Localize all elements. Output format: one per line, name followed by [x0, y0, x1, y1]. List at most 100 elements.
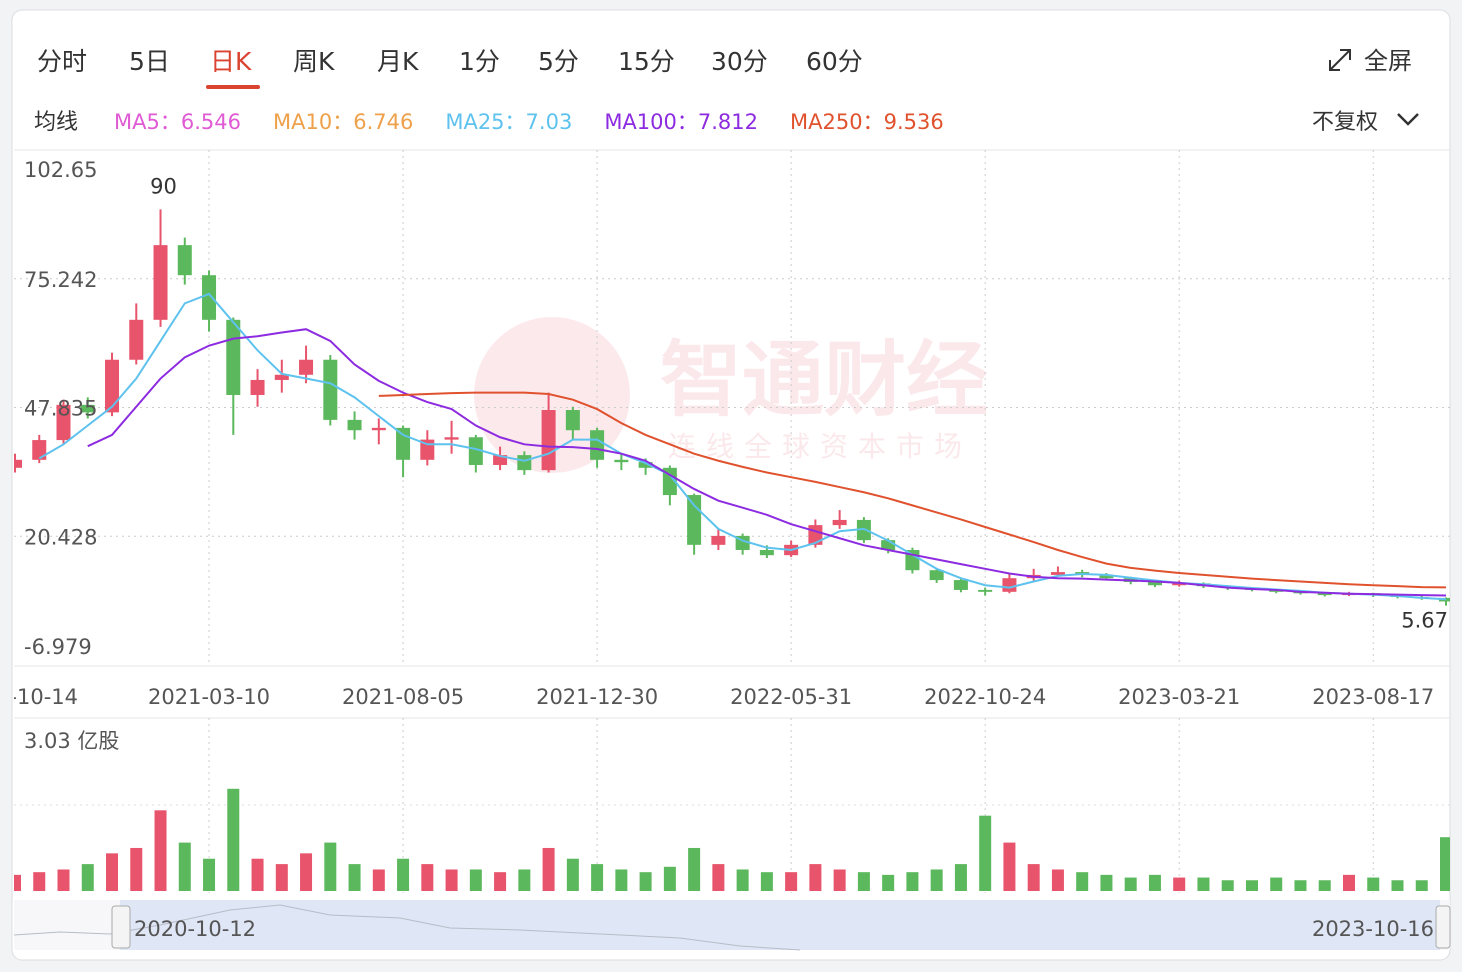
volume-bar — [106, 853, 119, 891]
ma-line — [378, 391, 1447, 589]
x-tick-label: 2021-12-30 — [536, 685, 658, 709]
candle-body — [105, 359, 120, 413]
legend-name: MA250： — [790, 110, 884, 134]
candle-body — [881, 540, 896, 551]
volume-bar — [712, 864, 725, 891]
tab[interactable]: 分时 — [37, 47, 87, 76]
ma-label: 均线 — [34, 110, 78, 135]
max-label: 90 — [150, 174, 177, 198]
volume-bar — [1148, 874, 1161, 891]
candle-body — [1317, 593, 1332, 596]
volume-bar — [1415, 880, 1428, 891]
tab[interactable]: 5日 — [129, 47, 170, 76]
candle-body — [565, 410, 580, 431]
candle-body — [347, 419, 362, 431]
candle-body — [177, 245, 192, 276]
volume-bar — [130, 847, 143, 891]
volume-bar — [1294, 880, 1307, 891]
volume-bar — [178, 842, 191, 891]
volume-bar — [760, 872, 773, 891]
y-tick-label: 75.242 — [24, 268, 97, 292]
candle-body — [517, 455, 532, 471]
volume-bar — [1051, 869, 1064, 891]
navigator-start: 2020-10-12 — [134, 917, 256, 941]
tab[interactable]: 1分 — [459, 47, 500, 76]
candle-body — [14, 459, 22, 468]
volume-bar — [324, 842, 337, 891]
candle-body — [1002, 578, 1017, 592]
watermark-subtitle: 连线全球资本市场 — [668, 430, 972, 463]
navigator-handle[interactable] — [1435, 905, 1451, 949]
legend-name: MA100： — [604, 110, 698, 134]
candle-body — [153, 245, 168, 320]
volume-bar — [203, 858, 216, 891]
navigator-handle[interactable] — [111, 905, 131, 949]
volume-bar — [954, 864, 967, 891]
candle-body — [953, 580, 968, 590]
volume-bar — [639, 872, 652, 891]
tab[interactable]: 30分 — [711, 47, 768, 76]
volume-bar — [33, 872, 46, 891]
volume-bar — [1173, 877, 1186, 891]
volume-bar — [615, 869, 628, 891]
volume-bar — [882, 874, 895, 891]
volume-bar — [227, 788, 240, 891]
legend-name: MA10： — [273, 110, 353, 134]
tab[interactable]: 周K — [293, 47, 335, 76]
volume-bar — [1027, 864, 1040, 891]
tab[interactable]: 15分 — [618, 47, 675, 76]
candle-body — [638, 462, 653, 468]
volume-bar — [979, 815, 992, 891]
y-tick-label: 47.835 — [24, 397, 97, 421]
volume-bar — [1100, 874, 1113, 891]
candle-body — [1099, 574, 1114, 579]
volume-bar — [348, 864, 361, 891]
x-tick-label: 2023-08-17 — [1312, 685, 1434, 709]
x-tick-label: 2021-08-05 — [342, 685, 464, 709]
volume-bar — [663, 866, 676, 891]
ma-line — [87, 328, 1447, 597]
legend-name: MA5： — [114, 110, 181, 134]
volume-bar — [300, 853, 313, 891]
candle-body — [759, 550, 774, 556]
navigator: 2020-10-12 2023-10-16 — [13, 900, 1451, 951]
legend-value: 6.546 — [181, 110, 241, 134]
card — [11, 9, 1451, 961]
candle-body — [299, 359, 314, 375]
volume-bar — [154, 810, 167, 891]
volume-bar — [1003, 842, 1016, 891]
candle-body — [978, 589, 993, 592]
y-tick-label: 102.65 — [24, 158, 97, 182]
tab[interactable]: 5分 — [538, 47, 579, 76]
volume-bar — [445, 869, 458, 891]
candle-body — [444, 437, 459, 440]
candle-body — [687, 495, 702, 545]
legend-name: MA25： — [445, 110, 525, 134]
ma-line — [38, 292, 1447, 601]
fullscreen-button[interactable]: 全屏 — [1329, 47, 1412, 75]
tab[interactable]: 日K — [210, 47, 252, 76]
candle-body — [929, 570, 944, 581]
candle-body — [323, 359, 338, 420]
x-tick-label: 2020-10-14 — [0, 685, 78, 709]
volume-bar — [591, 864, 604, 891]
volume-bar — [857, 872, 870, 891]
candle-body — [274, 374, 289, 380]
navigator-end: 2023-10-16 — [1312, 917, 1434, 941]
volume-bar — [1245, 880, 1258, 891]
volume-bar — [688, 847, 701, 891]
adjust-dropdown[interactable]: 不复权 — [1312, 110, 1419, 135]
tab[interactable]: 60分 — [806, 47, 863, 76]
fullscreen-label[interactable]: 全屏 — [1364, 47, 1412, 75]
candle-body — [1147, 581, 1162, 586]
y-tick-label: -6.979 — [24, 635, 92, 659]
volume-bar — [736, 869, 749, 891]
volume-bar — [1124, 877, 1137, 891]
tab-underline — [206, 85, 260, 89]
candle-body — [80, 404, 95, 413]
adjust-label[interactable]: 不复权 — [1312, 110, 1378, 135]
candle-body — [202, 275, 217, 320]
candle-body — [226, 319, 241, 395]
volume-bar — [1076, 872, 1089, 891]
tab[interactable]: 月K — [377, 47, 419, 76]
